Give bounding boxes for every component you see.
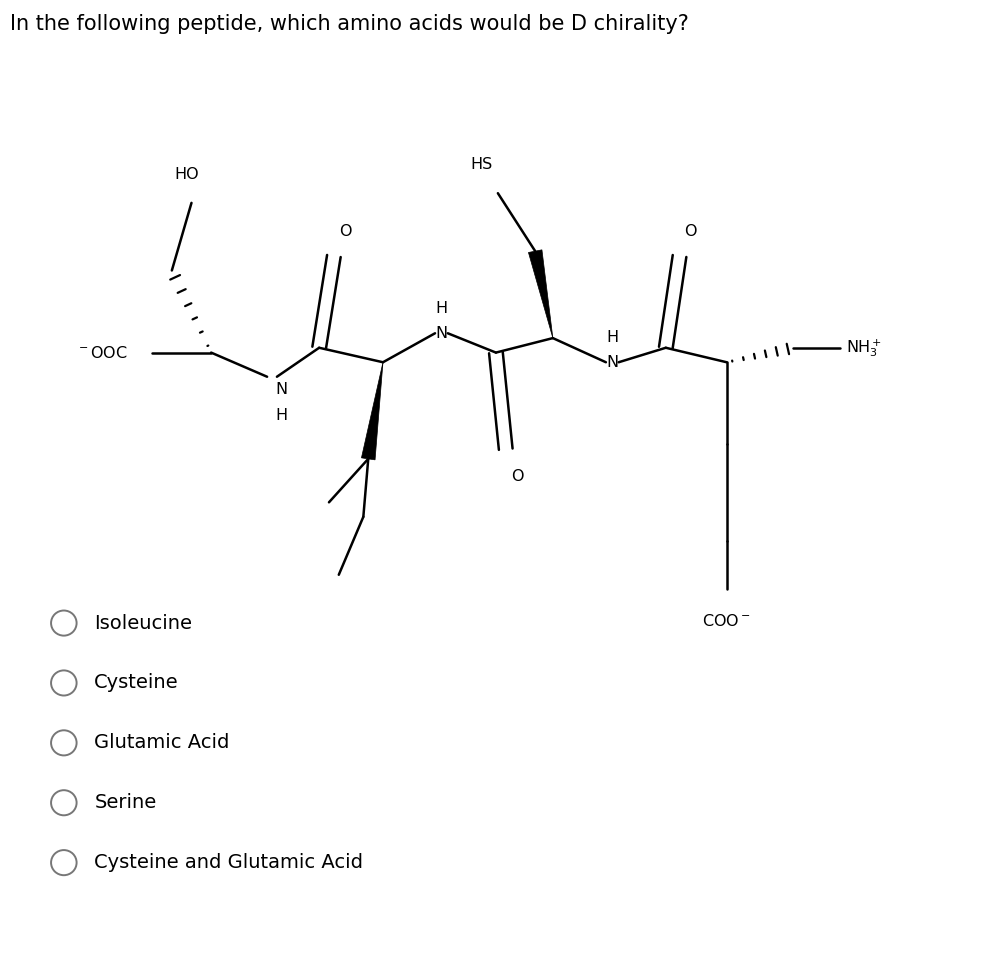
Text: H: H: [275, 408, 287, 423]
Text: In the following peptide, which amino acids would be D chirality?: In the following peptide, which amino ac…: [10, 14, 688, 35]
Text: Serine: Serine: [94, 793, 156, 812]
Text: H: H: [436, 300, 448, 316]
Text: N: N: [275, 382, 287, 397]
Text: H: H: [607, 329, 619, 345]
Text: Isoleucine: Isoleucine: [94, 613, 192, 633]
Text: O: O: [684, 223, 697, 239]
Text: N: N: [436, 326, 448, 341]
PathPatch shape: [361, 362, 383, 460]
Text: Cysteine and Glutamic Acid: Cysteine and Glutamic Acid: [94, 853, 363, 872]
PathPatch shape: [528, 250, 553, 338]
Text: O: O: [511, 469, 523, 484]
Text: O: O: [339, 223, 352, 239]
Text: Cysteine: Cysteine: [94, 673, 179, 693]
Text: NH$_3^+$: NH$_3^+$: [846, 337, 883, 358]
Text: HS: HS: [470, 156, 493, 172]
Text: $^-$OOC: $^-$OOC: [76, 345, 128, 360]
Text: N: N: [607, 355, 619, 370]
Text: COO$^-$: COO$^-$: [702, 613, 751, 630]
Text: HO: HO: [174, 166, 199, 182]
Text: Glutamic Acid: Glutamic Acid: [94, 733, 230, 753]
